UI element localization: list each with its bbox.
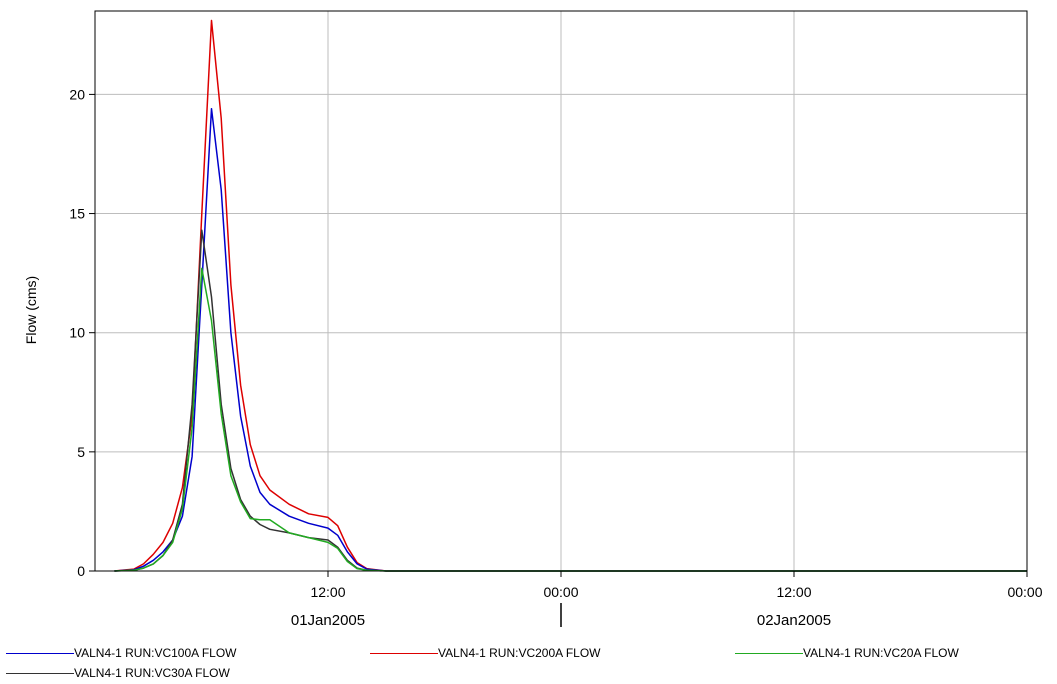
series-line — [114, 267, 1027, 572]
flow-chart: 0 5 10 15 20 12:00 00:00 12:00 00:00 01Jan2005 02… — [23, 10, 1043, 629]
x-tick-label: 12:00 — [776, 584, 811, 600]
legend-swatch — [370, 652, 438, 654]
y-tick-label: 15 — [69, 206, 85, 222]
x-tick-label: 00:00 — [1007, 584, 1042, 600]
x-tick-label: 00:00 — [543, 584, 578, 600]
y-axis-ticks: 0 5 10 15 20 — [69, 86, 95, 579]
legend-swatch — [735, 652, 803, 654]
series-line — [114, 107, 1027, 572]
legend-label: VALN4-1 RUN:VC20A FLOW — [803, 646, 959, 660]
x-axis-ticks: 12:00 00:00 12:00 00:00 01Jan2005 02Jan2005 — [291, 571, 1043, 629]
chart-legend: VALN4-1 RUN:VC100A FLOW VALN4-1 RUN:VC20… — [0, 640, 1057, 684]
y-tick-label: 5 — [77, 444, 85, 460]
legend-entry: VALN4-1 RUN:VC30A FLOW — [6, 666, 230, 680]
y-tick-label: 0 — [77, 563, 85, 579]
y-axis-label: Flow (cms) — [23, 276, 39, 344]
legend-label: VALN4-1 RUN:VC30A FLOW — [74, 666, 230, 680]
legend-swatch — [6, 672, 74, 674]
x-date-label: 01Jan2005 — [291, 612, 365, 629]
legend-label: VALN4-1 RUN:VC200A FLOW — [438, 646, 601, 660]
legend-swatch — [6, 652, 74, 654]
y-tick-label: 20 — [69, 86, 85, 102]
chart-grid — [95, 11, 1027, 571]
series-line — [114, 229, 1027, 572]
legend-entry: VALN4-1 RUN:VC200A FLOW — [370, 646, 601, 660]
chart-series — [114, 19, 1027, 572]
x-tick-label: 12:00 — [310, 584, 345, 600]
legend-entry: VALN4-1 RUN:VC20A FLOW — [735, 646, 959, 660]
y-tick-label: 10 — [69, 325, 85, 341]
legend-entry: VALN4-1 RUN:VC100A FLOW — [6, 646, 237, 660]
series-line — [114, 19, 1027, 572]
x-date-label: 02Jan2005 — [757, 612, 831, 629]
legend-label: VALN4-1 RUN:VC100A FLOW — [74, 646, 237, 660]
